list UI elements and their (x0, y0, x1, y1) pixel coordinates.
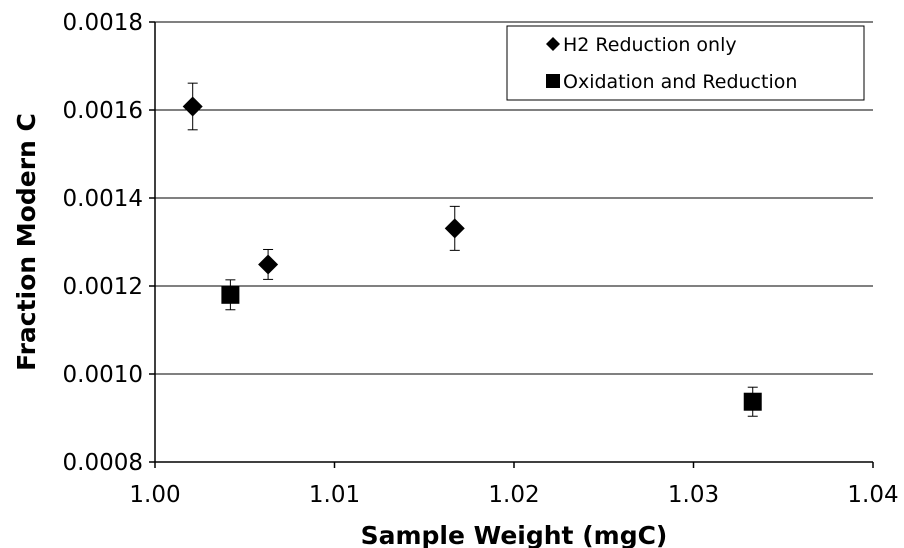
y-axis-title: Fraction Modern C (12, 113, 41, 371)
legend-label-h2-reduction: H2 Reduction only (563, 34, 737, 56)
legend-label-oxidation-reduction: Oxidation and Reduction (563, 71, 797, 93)
y-tick-labels: 0.0008 0.0010 0.0012 0.0014 0.0016 0.0018 (63, 10, 155, 476)
legend-box (506, 25, 865, 101)
legend-square-icon (546, 74, 560, 88)
legend-diamond-icon (546, 37, 560, 51)
x-tick-label-2: 1.02 (488, 482, 539, 508)
y-tick-label-3: 0.0014 (63, 186, 143, 212)
x-tick-labels: 1.00 1.01 1.02 1.03 1.04 (129, 462, 899, 508)
y-tick-label-4: 0.0016 (63, 98, 143, 124)
diamond-marker (444, 218, 465, 239)
data-point-s0-2 (444, 205, 465, 251)
y-tick-label-0: 0.0008 (63, 450, 143, 476)
square-marker (743, 392, 762, 411)
x-tick-label-4: 1.04 (847, 482, 898, 508)
data-point-s0-0 (182, 82, 203, 131)
y-tick-label-5: 0.0018 (63, 10, 143, 36)
diamond-marker (258, 254, 279, 275)
data-point-s1-1 (743, 386, 762, 417)
x-tick-label-3: 1.03 (668, 482, 719, 508)
y-tick-label-2: 0.0012 (63, 274, 143, 300)
square-marker (221, 285, 240, 304)
x-tick-label-1: 1.01 (309, 482, 360, 508)
diamond-marker (182, 96, 203, 117)
data-point-s0-1 (258, 248, 279, 280)
data-marks (182, 82, 762, 417)
data-point-s1-0 (221, 279, 240, 311)
y-tick-label-1: 0.0010 (63, 362, 143, 388)
gridlines (155, 21, 873, 375)
x-tick-label-0: 1.00 (129, 482, 180, 508)
x-axis-title: Sample Weight (mgC) (361, 521, 668, 548)
legend: H2 Reduction only Oxidation and Reductio… (506, 25, 865, 101)
